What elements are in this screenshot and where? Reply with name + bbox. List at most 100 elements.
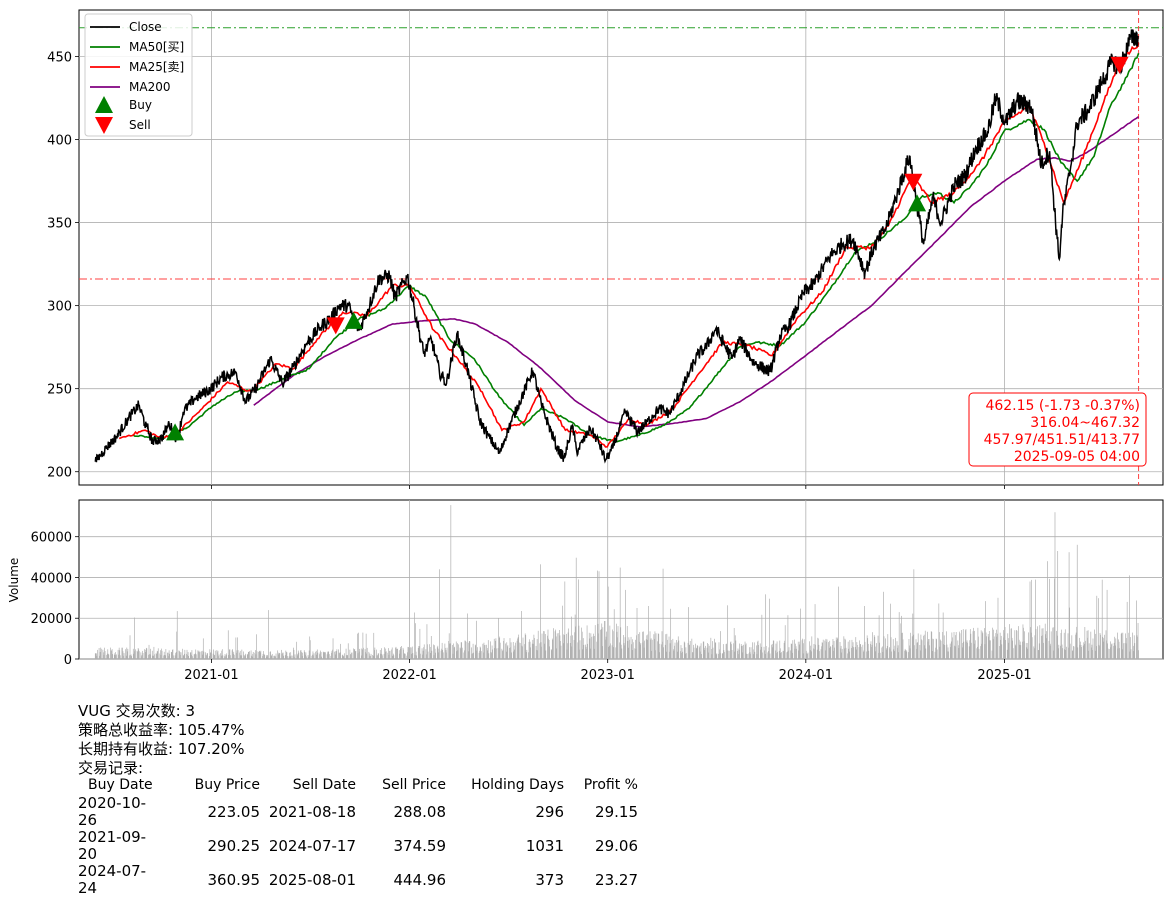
volume-bar: [752, 654, 754, 659]
volume-bar: [1107, 648, 1109, 659]
volume-bar: [473, 652, 474, 659]
volume-bar: [905, 650, 907, 659]
volume-bar: [897, 645, 899, 659]
volume-bar: [802, 653, 804, 659]
volume-bar: [293, 647, 294, 659]
volume-bar: [966, 641, 967, 659]
volume-bar: [417, 648, 419, 659]
volume-bar: [611, 645, 613, 659]
volume-bar: [930, 631, 932, 659]
volume-bar: [840, 648, 841, 659]
volume-bar: [1030, 632, 1032, 659]
volume-bar: [961, 643, 963, 659]
volume-bar: [644, 640, 645, 659]
volume-bar: [235, 637, 237, 659]
volume-bar: [943, 635, 945, 659]
volume-bar: [254, 652, 256, 659]
volume-bar: [1085, 640, 1086, 659]
volume-bar: [567, 643, 568, 659]
y-tick-label: 250: [47, 383, 72, 398]
volume-bar: [397, 648, 398, 659]
volume-bar: [383, 653, 385, 659]
volume-bar: [904, 650, 905, 659]
volume-bar: [752, 642, 753, 659]
volume-bar: [274, 655, 275, 659]
volume-bar: [646, 639, 648, 659]
volume-bar: [1045, 631, 1047, 659]
volume-bar: [540, 564, 541, 659]
volume-bar: [666, 633, 668, 659]
volume-bar: [442, 649, 444, 659]
volume-bar: [830, 646, 832, 659]
volume-bar: [997, 633, 998, 659]
volume-bar: [832, 644, 833, 659]
volume-bar: [1106, 589, 1108, 659]
volume-bar: [786, 652, 788, 659]
volume-bar: [886, 646, 888, 659]
volume-bar: [913, 569, 915, 659]
cell-sell-price: 374.59: [393, 836, 447, 855]
volume-bar: [164, 655, 166, 659]
volume-bar: [289, 652, 290, 659]
report-buy-hold-return: 长期持有收益: 107.20%: [78, 740, 245, 758]
volume-bar: [1001, 644, 1003, 659]
volume-bar: [672, 638, 674, 659]
volume-bar: [205, 654, 207, 659]
volume-bar: [221, 650, 223, 659]
volume-bar: [490, 652, 492, 659]
volume-bar: [304, 651, 306, 659]
volume-bar: [676, 640, 677, 659]
volume-bar: [1005, 640, 1006, 659]
volume-bar: [1012, 648, 1014, 659]
volume-bar: [343, 655, 345, 659]
volume-bar: [491, 645, 493, 659]
volume-bar: [696, 645, 698, 659]
volume-bar: [372, 655, 374, 659]
volume-bar: [248, 652, 249, 659]
volume-bar: [395, 646, 397, 659]
volume-bar: [750, 647, 752, 659]
backtest-report: VUG 交易次数: 3 策略总收益率: 105.47% 长期持有收益: 107.…: [78, 702, 978, 897]
volume-bar: [924, 645, 926, 659]
volume-bar: [638, 641, 640, 659]
volume-bar: [593, 633, 594, 659]
volume-bar: [833, 641, 835, 659]
volume-bar: [779, 648, 781, 659]
volume-bar: [487, 640, 489, 659]
volume-bar: [851, 648, 852, 659]
volume-bar: [809, 641, 810, 659]
volume-bar: [1095, 646, 1097, 659]
volume-bar: [1053, 627, 1055, 659]
info-box-line: 462.15 (-1.73 -0.37%): [985, 398, 1140, 414]
volume-bar: [134, 617, 135, 659]
volume-bar: [707, 644, 709, 659]
volume-bar: [129, 635, 131, 659]
ma200-line: [253, 116, 1140, 428]
volume-bar: [604, 621, 605, 659]
volume-bar: [528, 641, 530, 659]
volume-bar: [95, 653, 97, 659]
volume-bar: [1009, 624, 1010, 659]
volume-bar: [649, 631, 651, 659]
volume-bar: [436, 647, 438, 659]
volume-bar: [226, 653, 227, 659]
volume-bar: [740, 644, 742, 659]
volume-bar: [520, 643, 522, 659]
volume-bar: [163, 655, 165, 659]
volume-bar: [146, 648, 148, 659]
volume-bar: [866, 635, 868, 659]
volume-bar: [928, 639, 929, 659]
volume-bar: [805, 650, 807, 659]
volume-bar: [388, 648, 389, 659]
volume-bar: [989, 640, 991, 659]
volume-bar: [492, 649, 493, 659]
volume-bar: [712, 647, 714, 659]
volume-bar: [175, 653, 176, 659]
volume-bar: [727, 605, 729, 659]
volume-bar: [448, 633, 450, 659]
volume-bar: [583, 644, 585, 659]
volume-bar: [1122, 632, 1124, 659]
volume-bar: [870, 641, 872, 659]
volume-bar: [290, 652, 292, 659]
volume-bar: [1090, 631, 1092, 659]
